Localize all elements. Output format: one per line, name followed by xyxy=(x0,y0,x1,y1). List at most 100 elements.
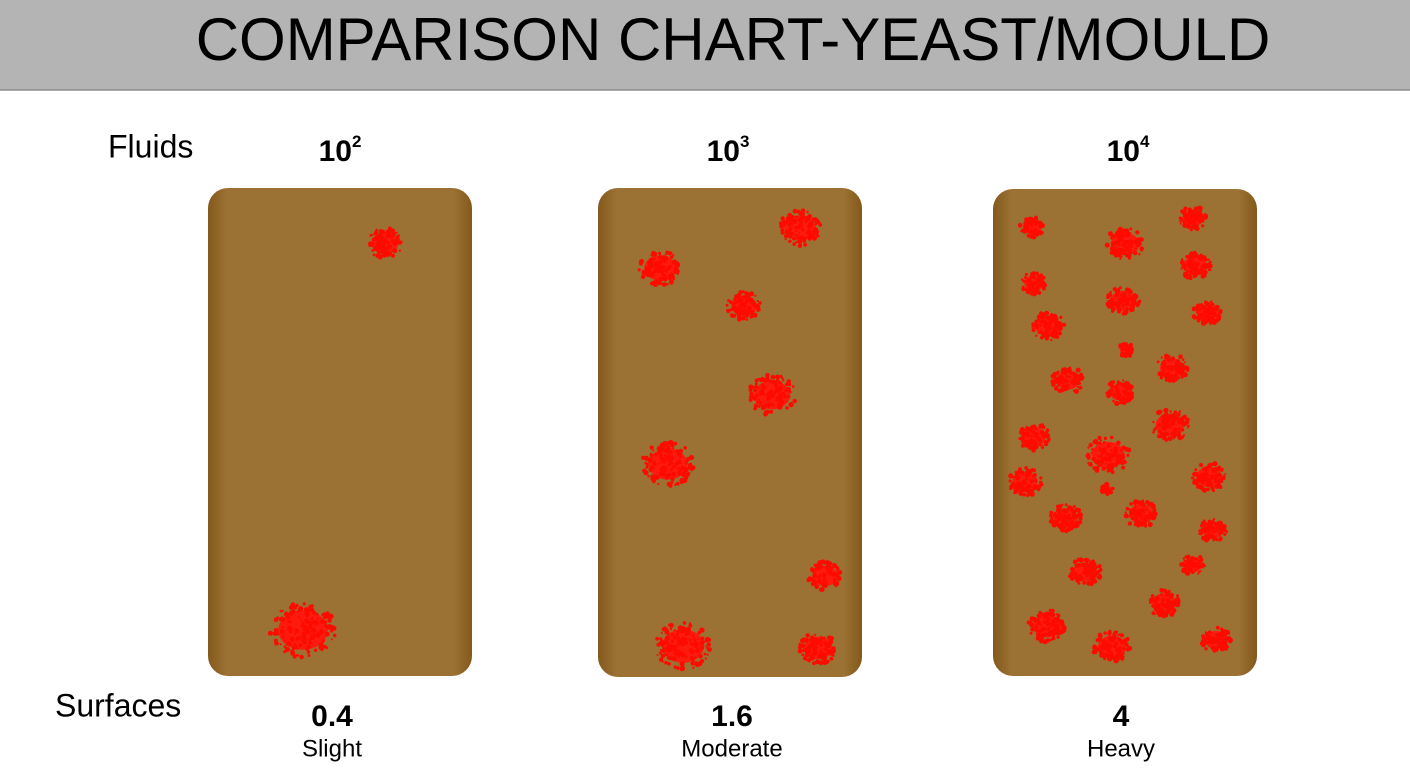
colony-dot xyxy=(1120,461,1124,466)
colony-dot xyxy=(667,662,671,666)
colony-dot xyxy=(1187,226,1191,229)
colony-dot xyxy=(1190,476,1194,480)
colony-dot xyxy=(1185,368,1190,372)
colony-dot xyxy=(293,632,296,635)
colony-dot xyxy=(1054,617,1057,620)
colony-dot xyxy=(1189,262,1195,268)
colony-dot xyxy=(811,235,817,241)
colony-dot xyxy=(1041,275,1046,280)
colony-dot xyxy=(1178,601,1181,604)
colony-dot xyxy=(1190,570,1195,574)
colony-dot xyxy=(1184,555,1188,559)
colony-dot xyxy=(1029,280,1032,284)
colony-dot xyxy=(290,604,293,607)
colony-dot xyxy=(1160,432,1164,436)
colony-dot xyxy=(1107,629,1112,634)
colony-dot xyxy=(315,620,320,626)
colony-dot xyxy=(1131,308,1135,312)
colony-dot xyxy=(1108,302,1113,306)
colony-dot xyxy=(311,620,315,625)
colony-dot xyxy=(1039,482,1044,487)
colony-dot xyxy=(700,637,703,640)
colony-dot xyxy=(792,208,798,214)
colony-dot xyxy=(1178,354,1183,360)
colony-dot xyxy=(1075,520,1079,525)
colony-dot xyxy=(1160,425,1166,430)
colony-dot xyxy=(1160,415,1164,418)
colony-dot xyxy=(307,654,311,657)
colony-dot xyxy=(1171,373,1174,377)
colony-dot xyxy=(1034,479,1038,483)
colony-dot xyxy=(1039,444,1042,447)
colony-dot xyxy=(267,630,273,636)
colony-dot xyxy=(1055,321,1060,327)
colony-dot xyxy=(1036,432,1039,436)
colony-dot xyxy=(801,653,805,657)
colony-dot xyxy=(682,621,687,625)
colony-dot xyxy=(1038,311,1044,316)
colony-dot xyxy=(1058,378,1062,382)
colony-dot xyxy=(1101,457,1106,462)
colony-dot xyxy=(1065,374,1069,378)
colony-dot xyxy=(787,221,793,227)
colony-dot xyxy=(1166,419,1170,424)
colony-dot xyxy=(650,474,656,480)
colony-dot xyxy=(794,233,797,237)
colony-dot xyxy=(1192,471,1197,477)
colony-dot xyxy=(1046,321,1052,327)
colony-dot xyxy=(1032,276,1036,280)
colony-dot xyxy=(697,630,701,635)
colony-dot xyxy=(1115,630,1119,633)
colony-dot xyxy=(302,637,307,642)
colony-dot xyxy=(817,575,821,579)
colony-dot xyxy=(1038,274,1041,277)
colony xyxy=(1152,407,1190,442)
colony-dot xyxy=(1122,310,1126,314)
colony-dot xyxy=(1122,304,1126,307)
colony-dot xyxy=(804,652,810,658)
colony-dot xyxy=(1028,283,1033,288)
colony-dot xyxy=(834,582,839,587)
colony-dot xyxy=(673,652,676,655)
colony-dot xyxy=(836,566,840,571)
colony-dot xyxy=(309,624,313,628)
colony-dot xyxy=(1113,393,1117,398)
colony-dot xyxy=(1198,254,1201,258)
colony xyxy=(1018,423,1051,453)
colony-dot xyxy=(1214,479,1218,483)
colony-dot xyxy=(1114,400,1120,406)
colony-dot xyxy=(1161,597,1166,603)
colony-dot xyxy=(378,254,384,259)
colony-dot xyxy=(1041,287,1045,290)
colony-dot xyxy=(378,229,382,233)
colony-dot xyxy=(1202,310,1206,314)
colony-dot xyxy=(754,385,758,389)
colony-dot xyxy=(1070,576,1075,581)
colony-dot xyxy=(1045,333,1050,339)
colony-dot xyxy=(669,279,674,285)
colony-dot xyxy=(1090,451,1093,454)
colony-dot xyxy=(1116,305,1122,311)
colony-dot xyxy=(1036,632,1041,637)
colony-dot xyxy=(1120,232,1125,238)
colony-dot xyxy=(1116,380,1120,384)
colony-dot xyxy=(1038,610,1041,614)
colony-dot xyxy=(674,483,677,486)
surface-count: 4 xyxy=(1113,700,1130,733)
colony-dot xyxy=(744,294,750,301)
colony-dot xyxy=(1174,600,1178,604)
colony-dot xyxy=(812,644,818,650)
colony-dot xyxy=(1173,429,1177,433)
colony-dot xyxy=(285,646,290,652)
colony-dot xyxy=(1127,256,1132,260)
colony-dot xyxy=(1141,499,1145,503)
colony-dot xyxy=(661,272,666,277)
colony-dot xyxy=(1072,559,1078,565)
colony-dot xyxy=(788,402,794,408)
colony-dot xyxy=(1033,281,1037,285)
colony-dot xyxy=(1135,238,1140,244)
colony-dot xyxy=(737,312,742,318)
colony-dot xyxy=(1024,439,1030,445)
colony-dot xyxy=(1105,391,1109,395)
colony-dot xyxy=(372,233,375,236)
